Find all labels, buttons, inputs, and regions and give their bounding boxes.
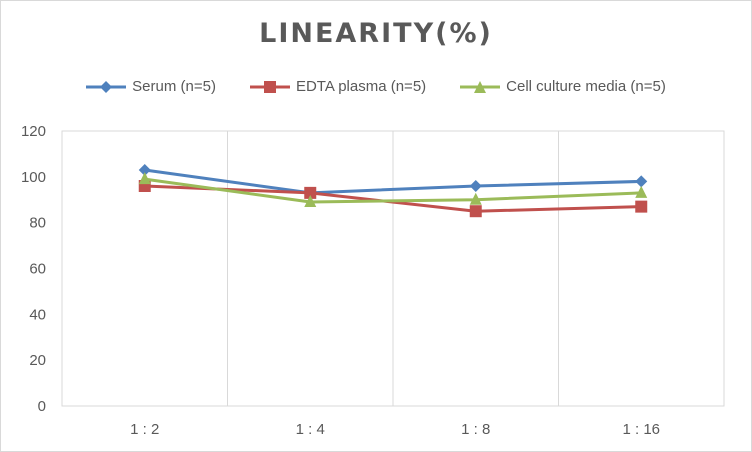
legend-marker-cell-culture-media	[460, 80, 501, 93]
legend-item-serum: Serum (n=5)	[86, 78, 216, 95]
data-point-cell-culture-media	[469, 192, 482, 205]
data-point-edta-plasma	[304, 186, 317, 199]
x-tick-label: 1 : 16	[622, 421, 660, 438]
y-tick-label: 0	[38, 398, 46, 415]
legend-label-serum: Serum (n=5)	[132, 78, 216, 95]
chart-title: LINEARITY(%)	[259, 18, 493, 49]
data-point-cell-culture-media	[138, 172, 151, 185]
plot-border	[61, 130, 725, 407]
data-point-serum	[138, 163, 151, 176]
x-tick-label: 1 : 4	[296, 421, 325, 438]
legend-label-cell-culture-media: Cell culture media (n=5)	[506, 78, 666, 95]
y-tick-label: 60	[29, 261, 46, 278]
x-tick-label: 1 : 2	[130, 421, 159, 438]
chart-legend: Serum (n=5) EDTA plasma (n=5) Cell cultu…	[0, 78, 752, 95]
y-tick-label: 80	[29, 215, 46, 232]
y-tick-label: 40	[29, 306, 46, 323]
legend-item-edta-plasma: EDTA plasma (n=5)	[249, 78, 427, 95]
y-tick-label: 20	[29, 352, 46, 369]
legend-item-cell-culture-media: Cell culture media (n=5)	[460, 78, 666, 95]
y-tick-label: 100	[21, 169, 46, 186]
data-point-edta-plasma	[469, 205, 482, 218]
data-point-serum	[635, 175, 648, 188]
data-point-edta-plasma	[635, 200, 648, 213]
series-line-cell-culture-media	[144, 177, 642, 204]
series-line-serum	[144, 168, 642, 195]
legend-marker-serum	[86, 80, 127, 93]
data-point-cell-culture-media	[304, 195, 317, 208]
data-point-serum	[469, 180, 482, 192]
legend-label-edta-plasma: EDTA plasma (n=5)	[295, 78, 427, 95]
x-tick-label: 1 : 8	[461, 421, 490, 438]
legend-marker-edta-plasma	[249, 80, 290, 93]
y-tick-label: 120	[21, 123, 46, 140]
data-point-cell-culture-media	[635, 185, 648, 198]
